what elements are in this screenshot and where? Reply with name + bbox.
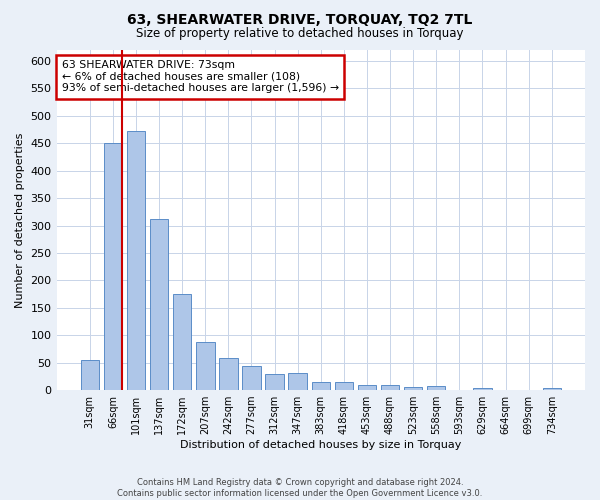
Text: Contains HM Land Registry data © Crown copyright and database right 2024.
Contai: Contains HM Land Registry data © Crown c… xyxy=(118,478,482,498)
Y-axis label: Number of detached properties: Number of detached properties xyxy=(15,132,25,308)
Bar xyxy=(196,342,215,390)
Bar xyxy=(473,388,491,390)
Bar xyxy=(542,388,561,390)
Bar xyxy=(404,387,422,390)
Bar xyxy=(358,384,376,390)
Text: Size of property relative to detached houses in Torquay: Size of property relative to detached ho… xyxy=(136,28,464,40)
Text: 63, SHEARWATER DRIVE, TORQUAY, TQ2 7TL: 63, SHEARWATER DRIVE, TORQUAY, TQ2 7TL xyxy=(127,12,473,26)
Bar xyxy=(427,386,445,390)
Bar xyxy=(381,384,400,390)
Bar xyxy=(80,360,99,390)
Bar xyxy=(127,131,145,390)
Bar xyxy=(150,220,169,390)
Bar xyxy=(289,372,307,390)
Bar xyxy=(104,143,122,390)
X-axis label: Distribution of detached houses by size in Torquay: Distribution of detached houses by size … xyxy=(180,440,461,450)
Text: 63 SHEARWATER DRIVE: 73sqm
← 6% of detached houses are smaller (108)
93% of semi: 63 SHEARWATER DRIVE: 73sqm ← 6% of detac… xyxy=(62,60,339,94)
Bar xyxy=(265,374,284,390)
Bar xyxy=(335,382,353,390)
Bar xyxy=(242,366,261,390)
Bar xyxy=(219,358,238,390)
Bar xyxy=(311,382,330,390)
Bar xyxy=(173,294,191,390)
